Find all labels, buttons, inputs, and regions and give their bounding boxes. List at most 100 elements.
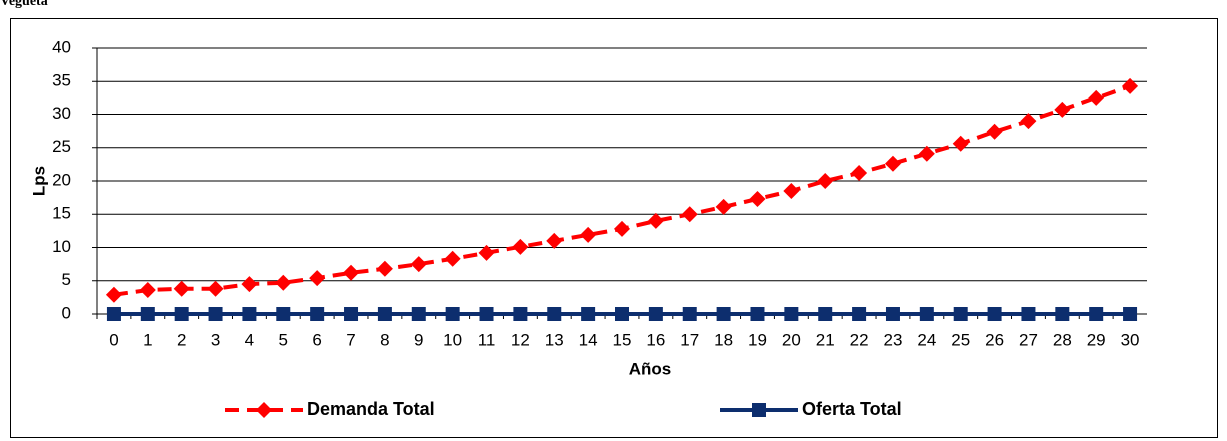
- point-marker: [1088, 89, 1105, 106]
- x-tick-label: 18: [714, 330, 733, 349]
- point-marker: [139, 282, 156, 299]
- x-tick-label: 25: [951, 330, 970, 349]
- x-tick-label: 15: [613, 330, 632, 349]
- point-marker: [986, 123, 1003, 140]
- x-tick-label: 28: [1053, 330, 1072, 349]
- y-tick-label: 40: [52, 37, 71, 56]
- point-marker: [648, 307, 663, 321]
- point-marker: [784, 307, 799, 321]
- point-marker: [918, 145, 935, 162]
- point-marker: [817, 173, 834, 189]
- x-tick-label: 6: [312, 330, 321, 349]
- point-marker: [1021, 307, 1036, 321]
- y-tick-label: 30: [52, 104, 71, 123]
- point-marker: [987, 307, 1002, 321]
- x-tick-label: 8: [380, 330, 389, 349]
- point-marker: [276, 307, 291, 321]
- y-tick-label: 10: [52, 237, 71, 256]
- x-tick-label: 27: [1019, 330, 1038, 349]
- point-marker: [547, 307, 562, 321]
- point-marker: [952, 135, 969, 152]
- point-marker: [512, 238, 529, 255]
- point-marker: [344, 307, 359, 321]
- point-marker: [1122, 77, 1139, 94]
- y-tick-label: 25: [52, 137, 71, 156]
- x-tick-label: 26: [985, 330, 1004, 349]
- x-tick-label: 7: [346, 330, 355, 349]
- x-tick-label: 4: [245, 330, 254, 349]
- point-marker: [377, 307, 392, 321]
- x-tick-label: 30: [1121, 330, 1140, 349]
- point-marker: [309, 270, 326, 287]
- point-marker: [343, 264, 360, 281]
- x-tick-label: 29: [1087, 330, 1106, 349]
- x-tick-label: 10: [443, 330, 462, 349]
- x-tick-label: 11: [478, 330, 496, 349]
- point-marker: [411, 307, 426, 321]
- point-marker: [919, 307, 934, 321]
- point-marker: [682, 307, 697, 321]
- point-marker: [173, 280, 190, 297]
- chart-title: Vegueta: [0, 0, 48, 9]
- point-marker: [174, 307, 189, 321]
- series-line: [113, 84, 1131, 297]
- legend-label: Demanda Total: [307, 399, 435, 419]
- point-marker: [479, 307, 494, 321]
- y-tick-label: 35: [52, 71, 71, 90]
- point-marker: [478, 244, 495, 261]
- x-tick-label: 14: [579, 330, 598, 349]
- y-tick-label: 0: [62, 303, 71, 322]
- x-tick-label: 0: [109, 330, 118, 349]
- x-tick-label: 5: [279, 330, 288, 349]
- x-tick-label: 17: [680, 330, 699, 349]
- point-marker: [1054, 101, 1071, 118]
- point-marker: [140, 307, 155, 321]
- point-marker: [242, 307, 257, 321]
- point-marker: [580, 226, 597, 243]
- point-marker: [105, 286, 122, 303]
- point-marker: [783, 182, 800, 199]
- point-marker: [750, 307, 765, 321]
- x-tick-label: 16: [646, 330, 665, 349]
- x-tick-label: 3: [211, 330, 220, 349]
- point-marker: [106, 307, 121, 321]
- point-marker: [953, 307, 968, 321]
- point-marker: [513, 307, 528, 321]
- chart-border: [10, 18, 1218, 438]
- x-tick-label: 20: [782, 330, 801, 349]
- point-marker: [1123, 307, 1138, 321]
- point-marker: [376, 260, 393, 277]
- x-tick-label: 9: [414, 330, 423, 349]
- point-marker: [275, 274, 292, 291]
- point-marker: [681, 206, 698, 223]
- x-tick-label: 22: [850, 330, 869, 349]
- point-marker: [716, 307, 731, 321]
- point-marker: [241, 276, 258, 293]
- x-tick-label: 12: [511, 330, 530, 349]
- x-tick-label: 2: [177, 330, 186, 349]
- legend-marker: [256, 402, 272, 418]
- point-marker: [885, 307, 900, 321]
- point-marker: [410, 256, 427, 273]
- point-marker: [208, 307, 223, 321]
- point-marker: [581, 307, 596, 321]
- point-marker: [614, 220, 630, 237]
- point-marker: [818, 307, 833, 321]
- y-axis-title: Lps: [29, 166, 48, 196]
- point-marker: [749, 190, 766, 207]
- point-marker: [615, 307, 629, 321]
- point-marker: [546, 232, 563, 249]
- point-marker: [884, 155, 901, 172]
- y-tick-label: 20: [52, 170, 71, 189]
- point-marker: [207, 280, 224, 297]
- point-marker: [310, 307, 325, 321]
- x-tick-label: 1: [143, 330, 152, 349]
- legend-marker: [752, 403, 766, 417]
- point-marker: [715, 198, 732, 215]
- point-marker: [444, 250, 461, 267]
- x-tick-label: 24: [917, 330, 936, 349]
- x-tick-label: 23: [884, 330, 903, 349]
- x-tick-label: 19: [748, 330, 767, 349]
